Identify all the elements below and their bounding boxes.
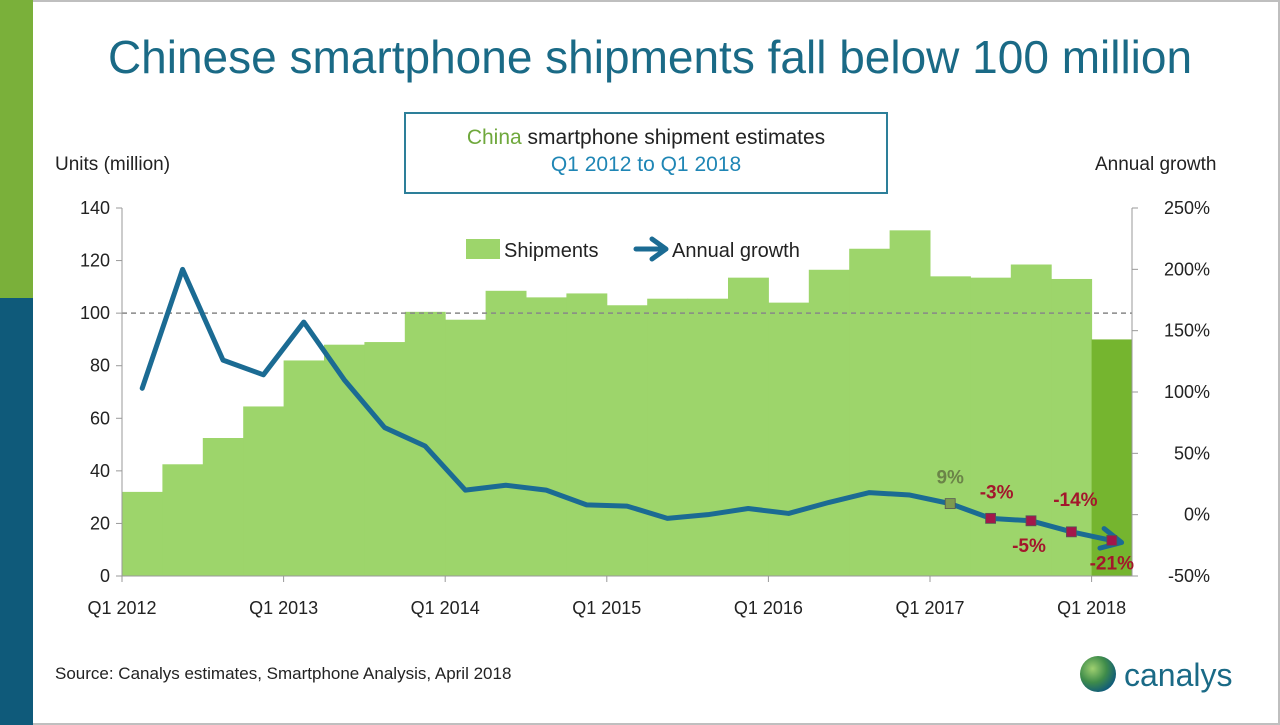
right-axis-title: Annual growth [1095, 154, 1217, 175]
shipment-bar [728, 277, 769, 576]
growth-arrowhead [1097, 526, 1125, 551]
growth-data-label: -14% [1053, 490, 1097, 511]
growth-marker [1106, 535, 1118, 546]
shipment-bar [970, 277, 1012, 576]
shipment-bar [526, 297, 567, 576]
shipment-bar [687, 298, 729, 576]
shipment-bar [849, 248, 891, 576]
growth-data-label: -3% [980, 482, 1014, 503]
subtitle-accent: China [466, 126, 522, 149]
shipment-bar [889, 230, 931, 577]
shipment-bar [930, 276, 971, 576]
source-note: Source: Canalys estimates, Smartphone An… [55, 664, 512, 683]
growth-marker [1066, 526, 1077, 538]
chart-subtitle-range: Q1 2012 to Q1 2018 [550, 153, 742, 176]
chart-subtitle-box: China smartphone shipment estimates Q1 2… [404, 112, 888, 194]
chart-subtitle: China smartphone shipment estimates [406, 126, 886, 150]
x-tick-label: Q1 2017 [895, 598, 964, 618]
page-title: Chinese smartphone shipments fall below … [107, 31, 1193, 83]
growth-marker [944, 498, 956, 510]
shipment-bar [202, 438, 244, 576]
right-tick-label: 150% [1164, 321, 1210, 341]
left-tick-label: 60 [90, 408, 110, 428]
left-tick-label: 100 [80, 303, 110, 323]
right-tick-label: 100% [1164, 382, 1210, 402]
growth-data-label: 9% [936, 468, 964, 489]
legend-label-shipments: Shipments [504, 240, 599, 262]
x-tick-label: Q1 2018 [1057, 598, 1126, 618]
shipment-bar [283, 360, 325, 576]
shipment-bar [808, 269, 850, 576]
canalys-logo: canalys [1080, 656, 1233, 693]
shipment-bar [162, 464, 204, 576]
growth-data-label: -5% [1012, 536, 1046, 557]
x-tick-label: Q1 2016 [734, 598, 803, 618]
shipment-bar [647, 298, 689, 576]
left-tick-label: 40 [90, 461, 110, 481]
x-tick-label: Q1 2013 [249, 598, 318, 618]
shipment-bar [1010, 264, 1052, 576]
shipment-bar [364, 342, 406, 576]
shipment-bar [606, 305, 648, 576]
right-tick-label: 250% [1164, 198, 1210, 218]
shipment-bar [768, 302, 810, 576]
shipment-bar [243, 406, 285, 576]
shipment-bar [485, 290, 527, 576]
growth-data-label: -21% [1090, 553, 1134, 574]
x-tick-label: Q1 2012 [87, 598, 156, 618]
shipment-bar [122, 491, 163, 576]
left-tick-label: 0 [100, 566, 110, 586]
left-strip-blue [0, 298, 33, 725]
right-tick-label: 200% [1164, 259, 1210, 279]
right-tick-label: -50% [1168, 566, 1210, 586]
shipment-bar [566, 293, 608, 576]
left-strip-green [0, 0, 33, 298]
right-tick-label: 50% [1174, 443, 1210, 463]
growth-marker [985, 512, 996, 524]
left-tick-label: 140 [80, 198, 110, 218]
growth-marker [1025, 515, 1037, 527]
globe-icon [1080, 656, 1116, 692]
left-tick-label: 20 [90, 513, 110, 533]
legend-arrow-head [649, 236, 669, 262]
legend-swatch-shipments [466, 239, 500, 259]
subtitle-rest: smartphone shipment estimates [521, 126, 826, 149]
right-tick-label: 0% [1184, 505, 1210, 525]
left-tick-label: 80 [90, 356, 110, 376]
left-axis-title: Units (million) [55, 154, 171, 175]
legend-label-growth: Annual growth [672, 240, 800, 262]
shipment-bar [445, 319, 487, 576]
x-tick-label: Q1 2015 [572, 598, 641, 618]
logo-text: canalys [1124, 657, 1233, 693]
x-tick-label: Q1 2014 [411, 598, 480, 618]
left-tick-label: 120 [80, 251, 110, 271]
